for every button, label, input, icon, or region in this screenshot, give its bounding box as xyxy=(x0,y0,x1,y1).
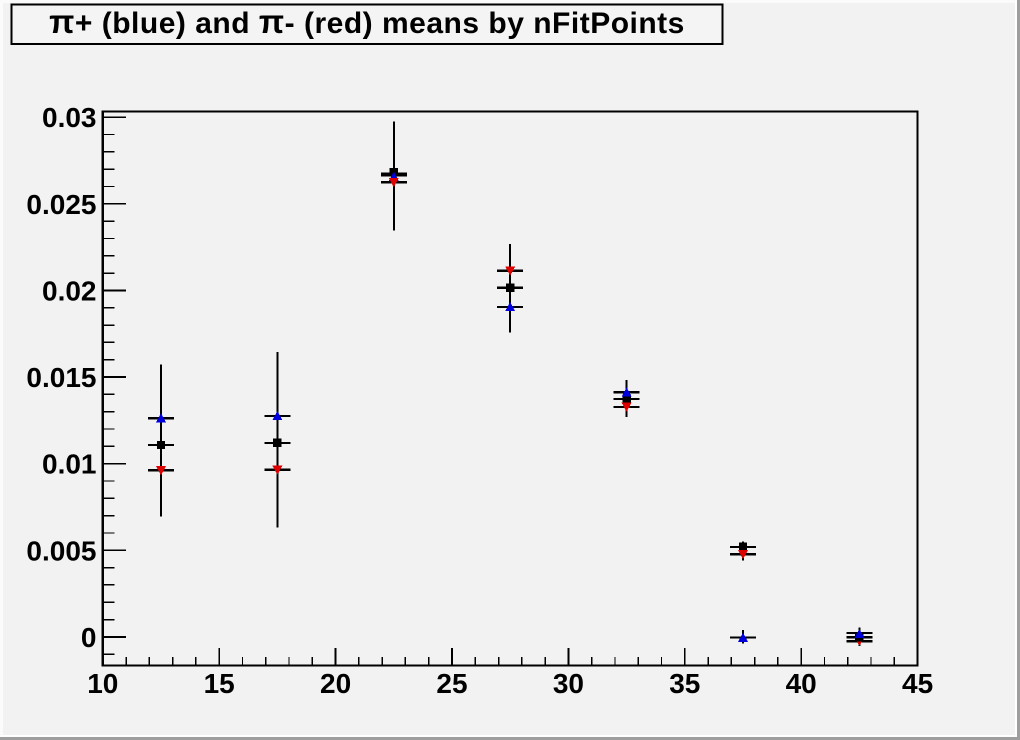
svg-text:30: 30 xyxy=(553,668,584,699)
svg-text:0.025: 0.025 xyxy=(26,189,96,220)
svg-text:0: 0 xyxy=(81,622,97,653)
svg-text:0.02: 0.02 xyxy=(42,275,97,306)
svg-text:20: 20 xyxy=(320,668,351,699)
svg-text:40: 40 xyxy=(786,668,817,699)
svg-text:25: 25 xyxy=(436,668,467,699)
svg-text:0.015: 0.015 xyxy=(26,362,96,393)
svg-text:0.03: 0.03 xyxy=(42,102,97,133)
svg-text:0.01: 0.01 xyxy=(42,449,97,480)
svg-text:10: 10 xyxy=(87,668,118,699)
svg-text:45: 45 xyxy=(902,668,933,699)
svg-text:15: 15 xyxy=(204,668,235,699)
svg-text:0.005: 0.005 xyxy=(26,535,96,566)
svg-text:35: 35 xyxy=(669,668,700,699)
